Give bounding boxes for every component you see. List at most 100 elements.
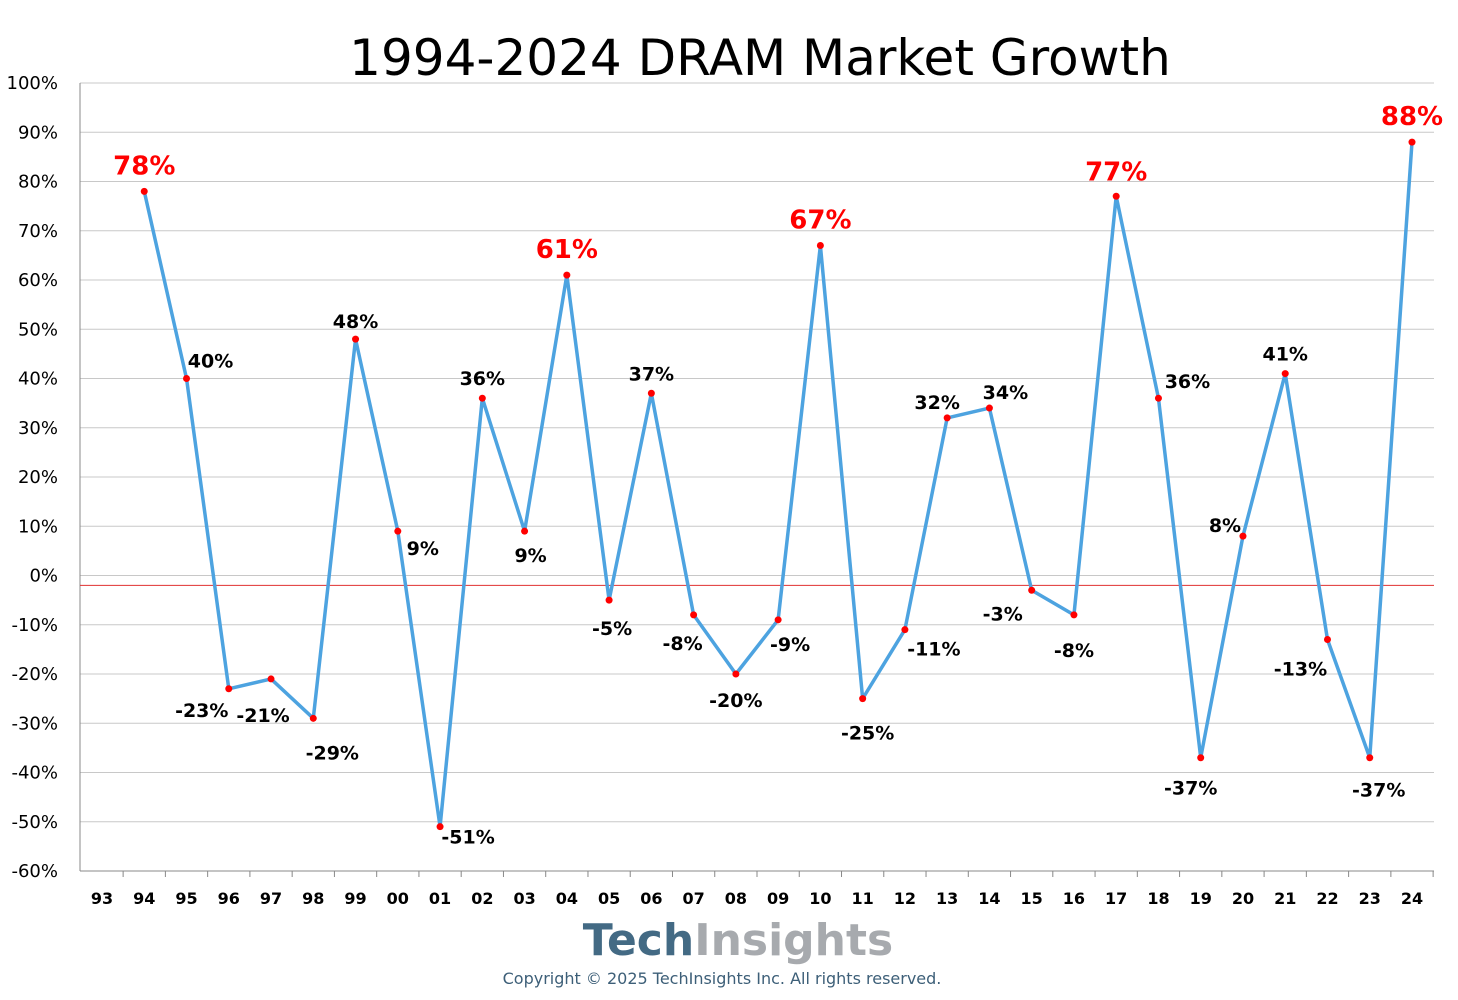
y-tick-label: 90%: [18, 122, 58, 143]
y-tick-label: 20%: [18, 467, 58, 488]
data-point-marker: [521, 527, 529, 535]
data-label: 40%: [188, 351, 233, 373]
x-axis-ticks: 93 94 95 96 97 98 99 00 01 02 03 04 05 06 07 08 09 10 11 12…: [91, 889, 1423, 908]
x-tick-label: 20: [1232, 889, 1254, 908]
y-tick-label: 80%: [18, 172, 58, 193]
data-label: 77%: [1085, 157, 1147, 187]
y-tick-label: 0%: [29, 566, 58, 587]
x-tick-label: 22: [1316, 889, 1338, 908]
x-tick-label: 02: [471, 889, 493, 908]
data-label: 61%: [536, 235, 598, 265]
y-tick-label: 40%: [18, 369, 58, 390]
data-point-marker: [1281, 370, 1289, 378]
data-point-marker: [647, 389, 655, 397]
x-tick-label: 11: [852, 889, 874, 908]
data-point-marker: [816, 242, 824, 250]
data-label: 32%: [914, 392, 959, 414]
x-tick-label: 00: [387, 889, 409, 908]
y-tick-label: -10%: [11, 615, 58, 636]
x-tick-label: 06: [640, 889, 662, 908]
data-label: 9%: [514, 545, 546, 567]
data-label: 36%: [1165, 371, 1210, 393]
x-tick-label: 08: [725, 889, 747, 908]
data-point-marker: [690, 611, 698, 619]
data-label: 8%: [1209, 515, 1241, 537]
data-point-marker: [1070, 611, 1078, 619]
copyright-text: Copyright © 2025 TechInsights Inc. All r…: [503, 969, 942, 988]
data-label: -51%: [441, 827, 494, 849]
x-tick-label: 01: [429, 889, 451, 908]
data-point-marker: [309, 714, 317, 722]
x-tick-label: 05: [598, 889, 620, 908]
x-tick-label: 04: [556, 889, 578, 908]
x-tick-label: 98: [302, 889, 324, 908]
data-point-marker: [1239, 532, 1247, 540]
logo-text: TechInsights: [583, 915, 893, 966]
logo-insights: Insights: [694, 915, 893, 966]
x-tick-label: 18: [1147, 889, 1169, 908]
y-tick-label: 10%: [18, 516, 58, 537]
data-label: 67%: [789, 206, 851, 236]
data-labels: 78% 40% -23% -21% -29% 48% 9% -51% 36% 9% 61% -5% 37…: [113, 102, 1443, 849]
data-point-marker: [1154, 394, 1162, 402]
data-label: -29%: [306, 742, 359, 764]
x-tick-label: 94: [133, 889, 155, 908]
techinsights-logo: TechInsights: [583, 915, 893, 966]
data-label: 88%: [1381, 102, 1443, 132]
data-point-marker: [1197, 754, 1205, 762]
x-tick-label: 21: [1274, 889, 1296, 908]
data-label: -37%: [1352, 780, 1405, 802]
x-tick-label: 13: [936, 889, 958, 908]
data-point-marker: [985, 404, 993, 412]
y-tick-label: 60%: [18, 270, 58, 291]
data-label: -21%: [236, 705, 289, 727]
data-label: -20%: [709, 690, 762, 712]
data-label: -9%: [770, 634, 810, 656]
x-tick-label: 16: [1063, 889, 1085, 908]
chart-title: 1994-2024 DRAM Market Growth: [349, 29, 1171, 87]
x-tick-label: 99: [344, 889, 366, 908]
data-label: 41%: [1262, 344, 1307, 366]
data-label: -25%: [841, 723, 894, 745]
data-point-marker: [225, 685, 233, 693]
data-label: -8%: [663, 633, 703, 655]
y-tick-label: 100%: [7, 73, 58, 94]
x-tick-label: 12: [894, 889, 916, 908]
data-label: -8%: [1054, 640, 1094, 662]
data-label: 48%: [333, 311, 378, 333]
y-axis-ticks: 100% 90% 80% 70% 60% 50% 40% 30% 20% 10% 0% -10% -20…: [7, 73, 58, 882]
x-tick-label: 14: [978, 889, 1000, 908]
data-label: 36%: [460, 368, 505, 390]
data-point-marker: [478, 394, 486, 402]
data-label: -11%: [907, 639, 960, 661]
data-point-marker: [943, 414, 951, 422]
data-label: -23%: [175, 700, 228, 722]
data-point-marker: [901, 626, 909, 634]
data-label: -5%: [592, 618, 632, 640]
data-point-marker: [732, 670, 740, 678]
data-point-marker: [774, 616, 782, 624]
y-tick-label: -40%: [11, 763, 58, 784]
data-label: -13%: [1274, 659, 1327, 681]
logo-tech: Tech: [583, 915, 694, 966]
y-tick-label: 30%: [18, 418, 58, 439]
data-point-marker: [394, 527, 402, 535]
y-tick-label: 70%: [18, 221, 58, 242]
data-point-marker: [1028, 586, 1036, 594]
data-label: -3%: [983, 603, 1023, 625]
x-tick-label: 15: [1021, 889, 1043, 908]
data-point-marker: [436, 823, 444, 831]
data-point-marker: [605, 596, 613, 604]
data-label: 37%: [629, 363, 674, 385]
data-point-marker: [1112, 192, 1120, 200]
data-point-marker: [352, 335, 360, 343]
data-point-marker: [140, 187, 148, 195]
x-tick-label: 07: [682, 889, 704, 908]
x-tick-label: 96: [218, 889, 240, 908]
data-point-marker: [183, 375, 191, 382]
data-label: 34%: [983, 382, 1028, 404]
x-tick-label: 19: [1190, 889, 1212, 908]
data-point-marker: [1408, 138, 1416, 146]
x-tick-label: 97: [260, 889, 282, 908]
